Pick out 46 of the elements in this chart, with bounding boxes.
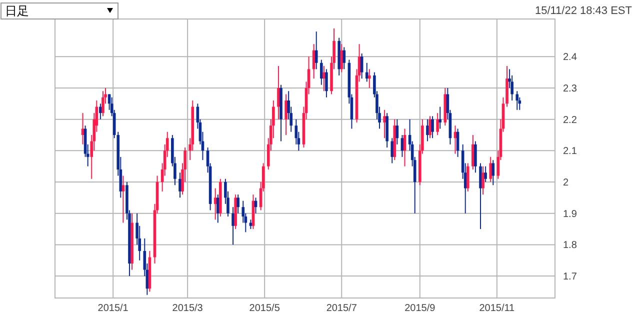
candlestick [383, 109, 386, 139]
x-tick-label: 2015/11 [479, 303, 516, 314]
candlestick [365, 62, 368, 82]
y-tick-label: 1.9 [563, 208, 578, 220]
candlestick [81, 112, 84, 145]
candlestick [368, 68, 371, 88]
candlestick [314, 31, 318, 70]
text: 15/11/22 18:43 EST [534, 5, 632, 17]
x-tick-label: 2015/1 [98, 303, 129, 314]
candlestick [284, 94, 288, 136]
candlestick [482, 166, 484, 196]
candlestick [431, 116, 434, 139]
x-tick-label: 2015/3 [172, 303, 204, 314]
candlestick [436, 112, 439, 136]
y-tick-label: 2.2 [563, 114, 578, 126]
x-tick-label: 2015/5 [249, 303, 280, 314]
candlestick [426, 118, 429, 142]
x-tick-label: 2015/9 [404, 303, 436, 314]
y-tick-label: 2.4 [563, 52, 578, 64]
candlestick [428, 116, 432, 139]
y-tick-label: 2.1 [563, 146, 578, 158]
candlestick [236, 194, 240, 214]
y-tick-label: 1.7 [563, 272, 578, 283]
candlestick [492, 160, 495, 186]
candlestick [466, 162, 470, 192]
candlestick [484, 166, 487, 183]
candlestick [102, 90, 104, 117]
candlestick [277, 66, 280, 120]
candlestick [474, 140, 477, 174]
candlestick [122, 175, 125, 224]
x-tick-label: 2015/7 [326, 303, 358, 314]
candlestick [438, 106, 442, 130]
y-tick-label: 2 [563, 178, 569, 189]
candlestick [340, 44, 344, 73]
candlestick [342, 46, 346, 70]
candlestick [360, 52, 364, 80]
text: 日足 [5, 4, 29, 18]
y-tick-label: 2.3 [563, 83, 578, 94]
candlestick [516, 90, 519, 110]
candlestick [479, 162, 482, 230]
candlestick [214, 188, 217, 220]
candlestick [320, 59, 323, 86]
y-tick-label: 1.8 [563, 240, 578, 252]
candlestick [325, 68, 328, 98]
candlestick [489, 156, 492, 183]
candlestick [216, 194, 220, 224]
